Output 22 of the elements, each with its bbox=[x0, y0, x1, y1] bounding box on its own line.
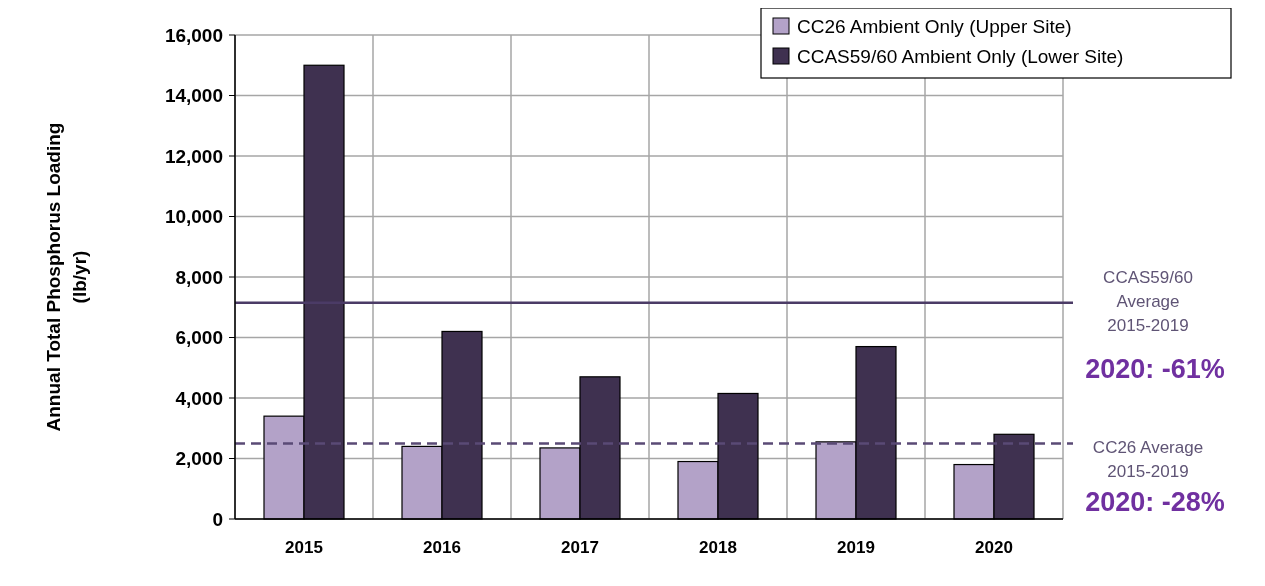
y-tick-label: 16,000 bbox=[164, 24, 223, 46]
y-tick-label: 2,000 bbox=[175, 448, 223, 470]
text: 2020: -28% bbox=[1085, 487, 1225, 518]
ref-line-label: CC26 Average 2015-2019 bbox=[1092, 438, 1204, 482]
y-tick-label: 6,000 bbox=[175, 327, 223, 349]
legend-label: CC26 Ambient Only (Upper Site) bbox=[797, 15, 1072, 37]
x-tick-label: 2019 bbox=[837, 538, 875, 557]
text: 2020: -61% bbox=[1085, 353, 1225, 384]
x-tick-label: 2016 bbox=[423, 538, 461, 557]
y-tick-label: 14,000 bbox=[164, 85, 223, 107]
y-tick-label: 4,000 bbox=[175, 387, 223, 409]
y-tick-label: 10,000 bbox=[164, 206, 223, 228]
x-tick-label: 2015 bbox=[285, 538, 323, 557]
ref-line-label: CCAS59/60 Average 2015-2019 bbox=[1103, 267, 1193, 335]
x-tick-label: 2018 bbox=[699, 538, 737, 557]
legend-label: CCAS59/60 Ambient Only (Lower Site) bbox=[797, 45, 1124, 67]
y-tick-label: 0 bbox=[212, 508, 223, 530]
y-axis-title: Annual Total Phosphorus Loading (lb/yr) bbox=[43, 122, 90, 432]
y-tick-label: 8,000 bbox=[175, 266, 223, 288]
x-tick-label: 2020 bbox=[975, 538, 1013, 557]
y-tick-label: 12,000 bbox=[164, 145, 223, 167]
x-tick-label: 2017 bbox=[561, 538, 599, 557]
